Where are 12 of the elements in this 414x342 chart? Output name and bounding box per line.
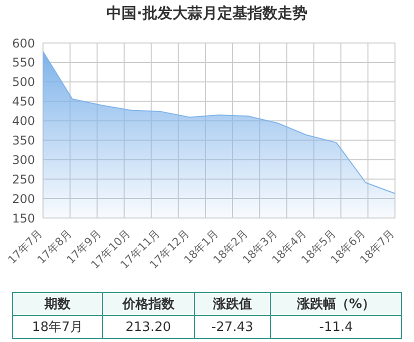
- y-tick-label: 550: [12, 56, 35, 70]
- y-tick-label: 250: [12, 172, 35, 186]
- chart-title: 中国·批发大蒜月定基指数走势: [106, 4, 308, 23]
- y-tick-label: 600: [12, 36, 35, 50]
- y-tick-label: 500: [12, 75, 35, 90]
- y-tick-label: 200: [12, 192, 35, 206]
- value-table: 期数 价格指数 涨跌值 涨跌幅（%） 18年7月 213.20 -27.43 -11.4: [12, 292, 402, 339]
- y-tick-label: 150: [12, 211, 35, 226]
- y-tick-label: 450: [12, 94, 35, 109]
- y-tick-label: 400: [12, 114, 35, 128]
- y-tick-label: 350: [12, 133, 35, 148]
- y-tick-label: 300: [12, 152, 35, 167]
